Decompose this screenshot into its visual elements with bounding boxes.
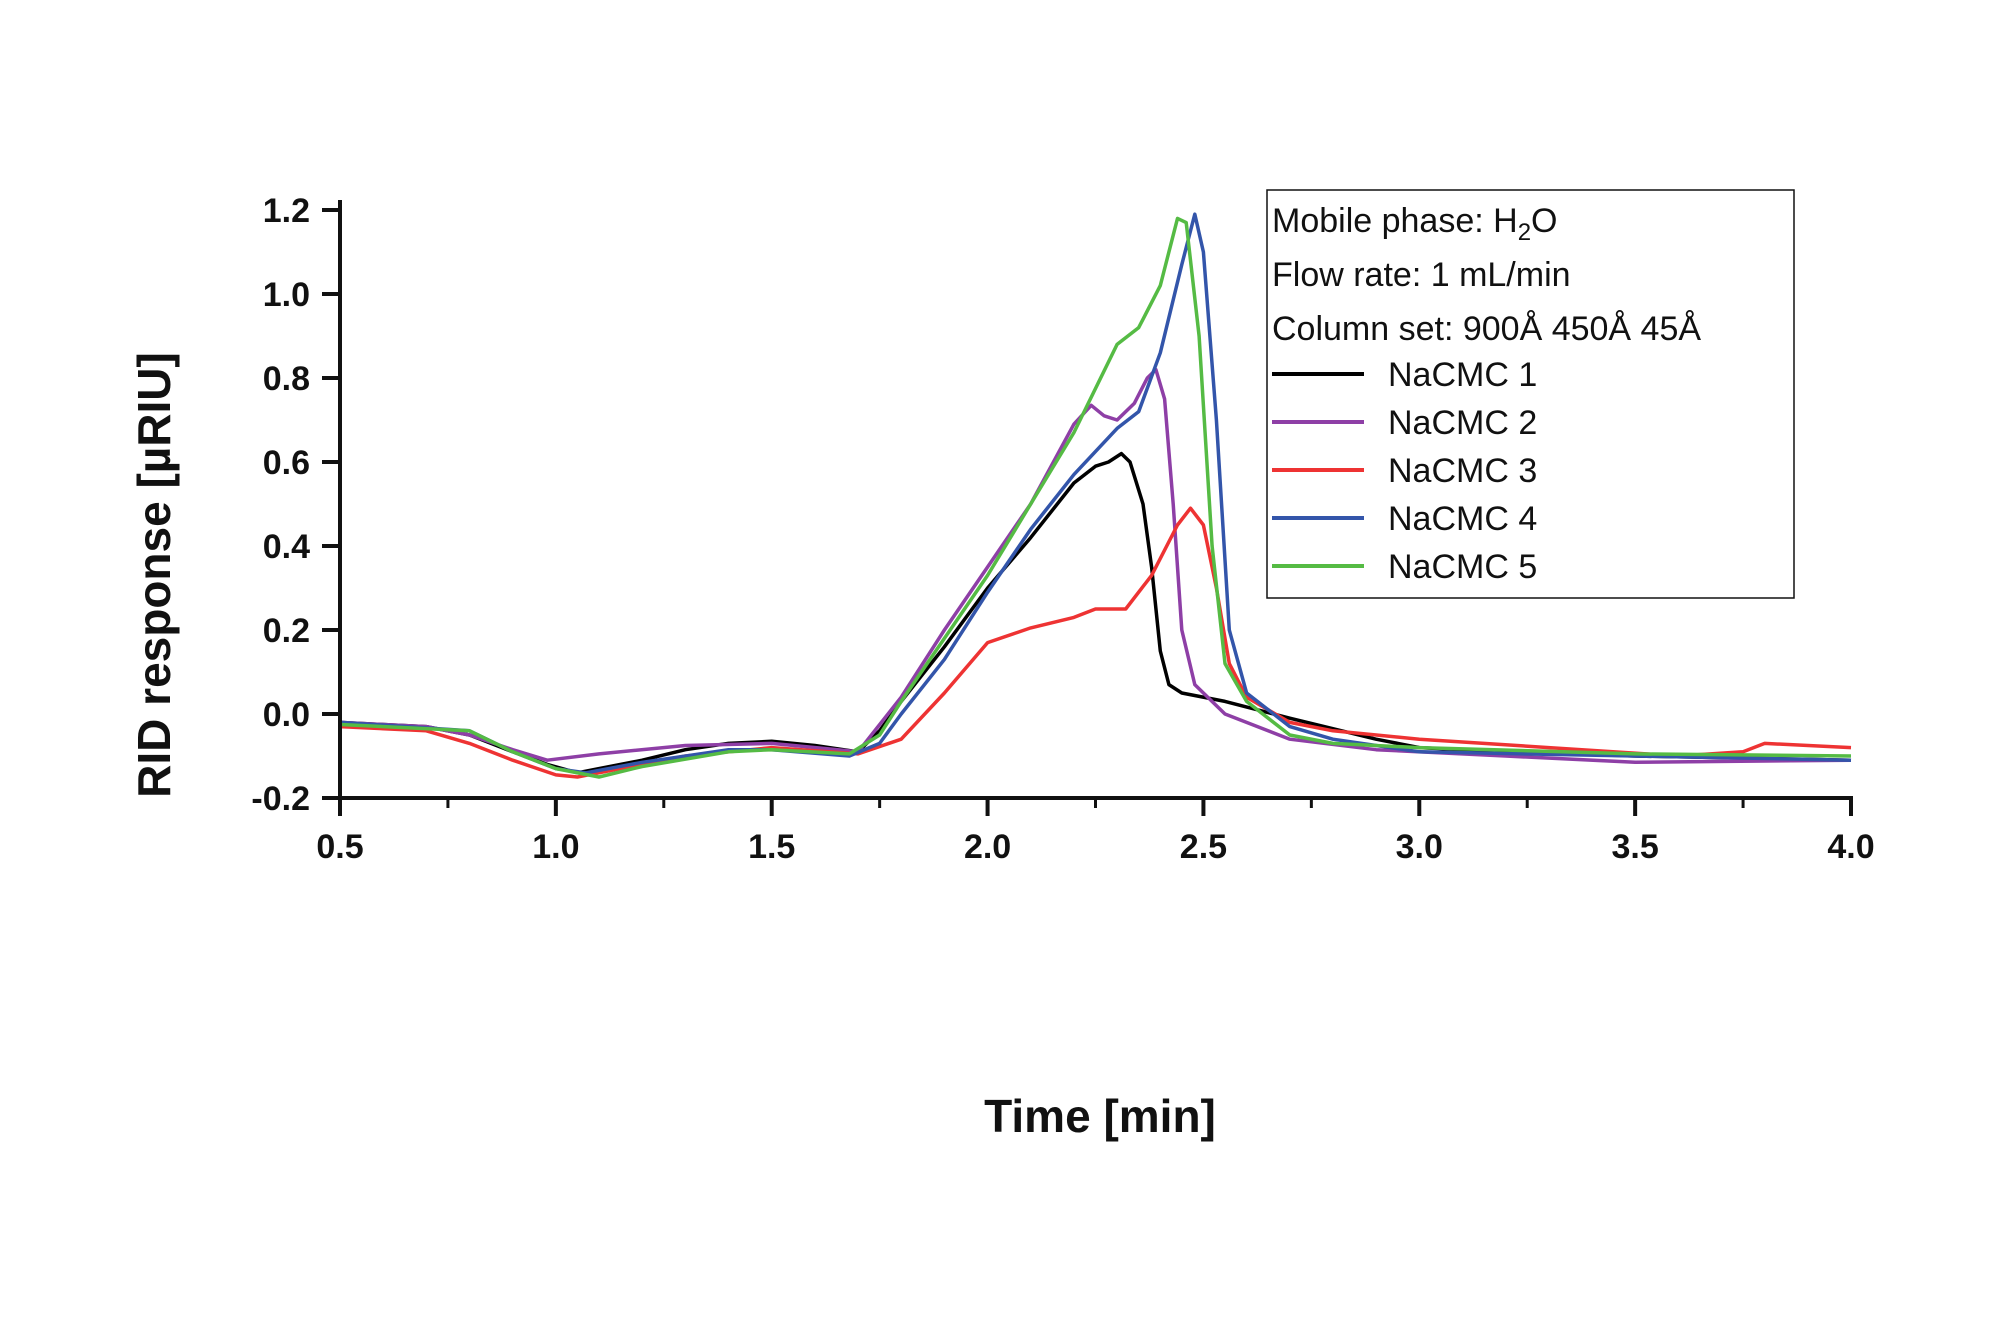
y-tick-label: 0.6 <box>263 444 310 482</box>
legend-label: NaCMC 4 <box>1388 500 1537 538</box>
x-tick-label: 2.5 <box>1180 828 1227 866</box>
legend-flow-rate: Flow rate: 1 mL/min <box>1272 256 1571 294</box>
y-tick-label: 1.0 <box>263 276 310 314</box>
y-axis-title: RID response [µRIU] <box>128 352 180 798</box>
legend-item: NaCMC 5 <box>1272 548 1537 586</box>
legend-column-set: Column set: 900Å 450Å 45Å <box>1272 310 1701 348</box>
legend-label: NaCMC 2 <box>1388 404 1537 442</box>
legend: Mobile phase: H2O Flow rate: 1 mL/min Co… <box>1266 189 1795 599</box>
x-tick-label: 3.5 <box>1612 828 1659 866</box>
series-lines <box>339 212 1852 779</box>
legend-label: NaCMC 5 <box>1388 548 1537 586</box>
axes: 0.5 1.0 1.5 2.0 2.5 3.0 3.5 4.0 -0.2 0.0 0.2 0.4 0.6… <box>251 192 1874 866</box>
x-tick-label: 4.0 <box>1827 828 1874 866</box>
y-tick-label: 1.2 <box>263 192 310 230</box>
y-tick-label: 0.4 <box>263 528 310 566</box>
legend-item: NaCMC 4 <box>1272 500 1537 538</box>
series-line-3 <box>339 506 1852 779</box>
x-tick-label: 2.0 <box>964 828 1011 866</box>
legend-item: NaCMC 1 <box>1272 356 1537 394</box>
legend-label: NaCMC 1 <box>1388 356 1537 394</box>
legend-box <box>1266 189 1795 599</box>
legend-mobile-phase: Mobile phase: H2O <box>1272 202 1558 246</box>
x-tick-label: 3.0 <box>1396 828 1443 866</box>
series-line-2 <box>339 367 1852 765</box>
x-tick-label: 1.5 <box>748 828 795 866</box>
legend-item: NaCMC 3 <box>1272 452 1537 490</box>
legend-label: NaCMC 3 <box>1388 452 1537 490</box>
y-tick-label: -0.2 <box>251 780 310 818</box>
y-tick-label: 0.8 <box>263 360 310 398</box>
x-tick-label: 0.5 <box>316 828 363 866</box>
x-axis-title: Time [min] <box>984 1090 1216 1142</box>
y-tick-label: 0.2 <box>263 612 310 650</box>
series-line-4 <box>339 212 1852 775</box>
y-tick-label: 0.0 <box>263 696 310 734</box>
x-tick-label: 1.0 <box>532 828 579 866</box>
legend-item: NaCMC 2 <box>1272 404 1537 442</box>
series-line-5 <box>339 216 1852 779</box>
